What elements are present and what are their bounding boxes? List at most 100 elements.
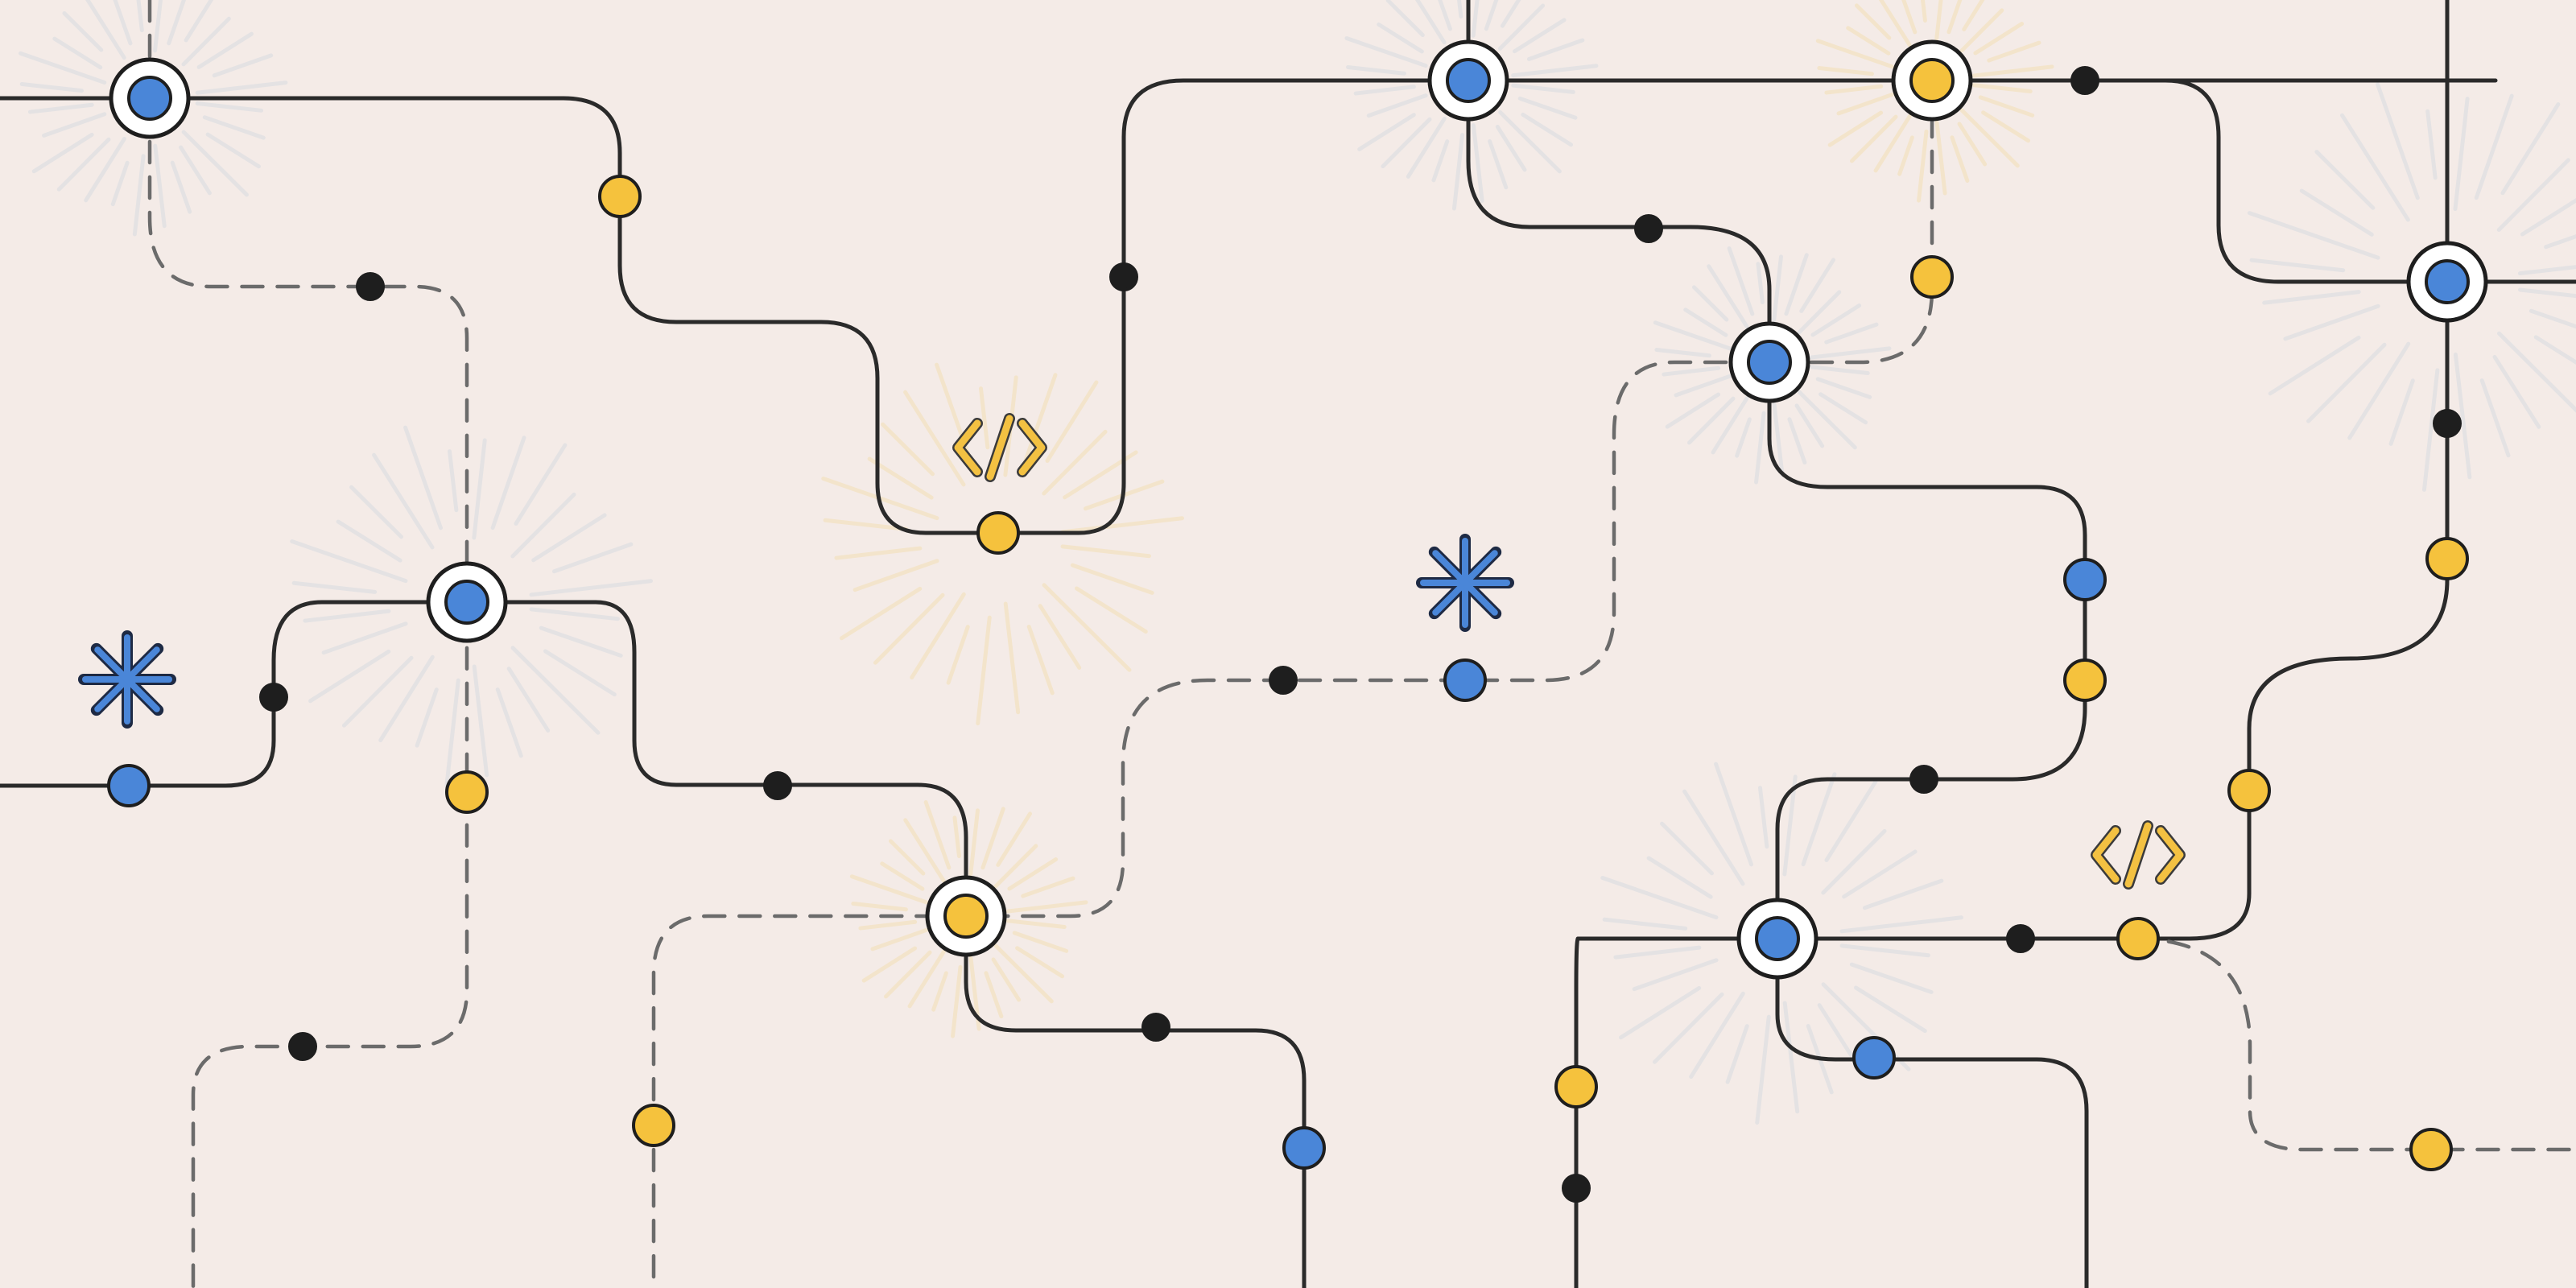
ray-line <box>1060 544 1151 559</box>
ray-line <box>1878 0 1912 47</box>
route-line <box>2163 78 2576 284</box>
ray-line <box>1691 285 1729 322</box>
ray-line <box>1488 138 1509 190</box>
ray-line <box>2517 287 2576 299</box>
ray-line <box>113 0 133 46</box>
station-dot-blue <box>1282 1126 1326 1170</box>
ray-line <box>1431 139 1450 183</box>
ray-line <box>490 436 526 530</box>
station-dot-yellow <box>598 175 642 218</box>
ray-line <box>873 592 945 665</box>
ray-line <box>1817 1003 1861 1069</box>
ray-line <box>1934 120 1947 196</box>
ray-line <box>181 16 231 67</box>
ray-line <box>539 625 623 658</box>
ray-line <box>153 0 163 53</box>
station-dot-yellow <box>2116 917 2160 960</box>
ray-line <box>1824 84 1884 95</box>
ray-line <box>1962 0 1985 31</box>
ray-line <box>968 808 980 877</box>
burst-icon <box>1344 0 1599 211</box>
station-dot-black <box>1109 262 1138 291</box>
ray-line <box>1511 64 1599 78</box>
ray-line <box>2268 335 2361 396</box>
ray-line <box>1652 992 1724 1064</box>
ray-line <box>1801 772 1837 867</box>
station-dot-black <box>1634 214 1663 243</box>
ray-line <box>1353 85 1416 96</box>
ray-line <box>2421 368 2440 492</box>
ray-line <box>1042 429 1108 496</box>
hub-nodes <box>109 39 2488 980</box>
ray-line <box>851 902 908 912</box>
ray-line <box>1682 789 1745 886</box>
ray-line <box>2247 211 2380 260</box>
ray-line <box>2496 158 2570 233</box>
ray-line <box>1346 64 1406 76</box>
ray-line <box>341 655 414 728</box>
ray-line <box>1687 396 1736 445</box>
ray-line <box>1406 116 1447 179</box>
ray-line <box>1810 303 1862 337</box>
ray-line <box>2347 341 2411 440</box>
ray-line <box>1842 849 1918 899</box>
ray-line <box>1471 0 1480 38</box>
station-dot-black <box>2070 66 2099 95</box>
ray-line <box>1414 0 1447 45</box>
ray-line <box>2544 233 2576 250</box>
ray-line <box>1973 22 2025 56</box>
ray-line <box>1727 246 1755 316</box>
ray-line <box>1495 124 1527 172</box>
ray-line <box>1839 943 1930 958</box>
ray-line <box>153 143 167 229</box>
ray-line <box>531 513 607 563</box>
ray-line <box>18 51 107 85</box>
ray-line <box>31 132 94 174</box>
ray-line <box>56 137 111 192</box>
ray-line <box>27 102 94 114</box>
ray-line <box>991 957 1022 1002</box>
station-dot-black <box>1141 1013 1170 1042</box>
ray-line <box>1471 123 1484 203</box>
ray-line <box>870 927 928 952</box>
ray-line <box>372 452 435 550</box>
ray-line <box>19 81 85 93</box>
ray-line <box>1772 402 1785 477</box>
station-dot-yellow <box>445 770 489 814</box>
ray-line <box>1815 377 1872 399</box>
ray-line <box>2388 378 2415 446</box>
ray-line <box>2453 97 2470 212</box>
ray-line <box>1600 876 1719 920</box>
ray-line <box>303 609 391 623</box>
ray-line <box>1653 320 1732 351</box>
ray-line <box>952 815 961 858</box>
ray-line <box>946 625 970 685</box>
ray-line <box>529 579 653 597</box>
ray-line <box>2492 354 2541 429</box>
ray-line <box>1959 8 2004 53</box>
route-line <box>1466 0 2089 1288</box>
ray-line <box>1012 931 1069 953</box>
ray-line <box>195 101 264 113</box>
hub-node-icon <box>1728 321 1810 403</box>
ray-line <box>1619 985 1702 1040</box>
ray-line <box>202 115 266 140</box>
ray-line <box>1674 374 1732 398</box>
ray-line <box>823 518 909 531</box>
ray-line <box>923 800 952 870</box>
route-line-dashed <box>147 0 469 1288</box>
burst-icon <box>849 800 1088 1038</box>
route-line <box>1574 0 2450 1288</box>
ray-line <box>834 546 923 560</box>
ray-line <box>1787 417 1807 464</box>
station-dot-black <box>356 272 385 301</box>
ray-line <box>1978 95 2035 118</box>
ray-line <box>881 422 935 477</box>
ray-line <box>1003 601 1021 715</box>
ray-line <box>1654 348 1711 358</box>
ray-line <box>1917 129 1929 203</box>
ray-line <box>2479 378 2511 458</box>
ray-line <box>858 919 918 931</box>
ray-line <box>1950 135 1970 183</box>
ray-line <box>1038 604 1082 670</box>
